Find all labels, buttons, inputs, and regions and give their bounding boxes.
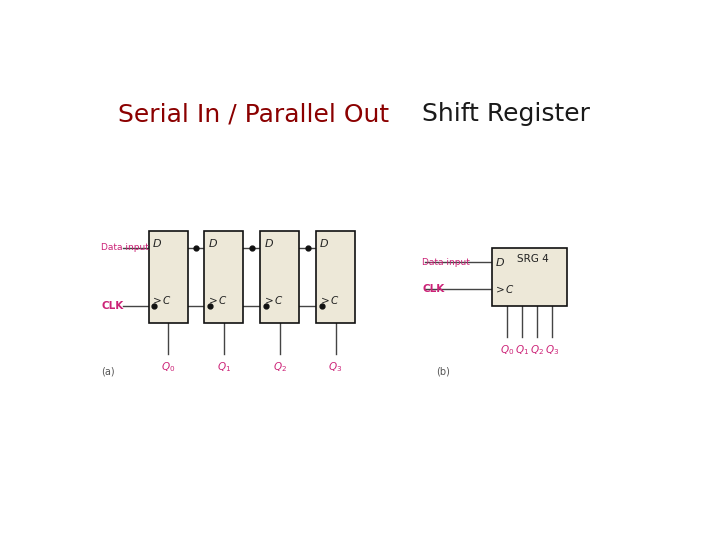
- Text: $D$: $D$: [152, 238, 162, 249]
- Text: $Q_1$: $Q_1$: [515, 343, 529, 357]
- Text: $D$: $D$: [495, 256, 505, 268]
- Bar: [492, 248, 567, 306]
- Text: $Q_3$: $Q_3$: [328, 360, 343, 374]
- Text: $Q_0$: $Q_0$: [500, 343, 514, 357]
- Text: Shift Register: Shift Register: [422, 102, 590, 126]
- Text: Serial In / Parallel Out: Serial In / Parallel Out: [118, 102, 397, 126]
- Text: (a): (a): [101, 367, 114, 377]
- Text: $Q_1$: $Q_1$: [217, 360, 231, 374]
- Text: $>C$: $>C$: [318, 294, 340, 306]
- Text: $Q_3$: $Q_3$: [545, 343, 559, 357]
- Text: CLK: CLK: [422, 284, 444, 294]
- Bar: [148, 231, 188, 322]
- Text: $D$: $D$: [320, 238, 329, 249]
- Text: $>C$: $>C$: [493, 282, 516, 294]
- Text: $Q_2$: $Q_2$: [530, 343, 544, 357]
- Text: $>C$: $>C$: [150, 294, 172, 306]
- Text: $>C$: $>C$: [262, 294, 284, 306]
- Text: $Q_2$: $Q_2$: [273, 360, 287, 374]
- Text: Data input: Data input: [101, 243, 149, 252]
- Text: (b): (b): [436, 367, 450, 377]
- Text: SRG 4: SRG 4: [517, 254, 549, 264]
- Text: $>C$: $>C$: [206, 294, 228, 306]
- Bar: [260, 231, 300, 322]
- Text: $D$: $D$: [208, 238, 217, 249]
- Text: $Q_0$: $Q_0$: [161, 360, 175, 374]
- Bar: [204, 231, 243, 322]
- Text: $D$: $D$: [264, 238, 274, 249]
- Text: Data input: Data input: [422, 258, 470, 267]
- Bar: [316, 231, 355, 322]
- Text: CLK: CLK: [101, 301, 123, 311]
